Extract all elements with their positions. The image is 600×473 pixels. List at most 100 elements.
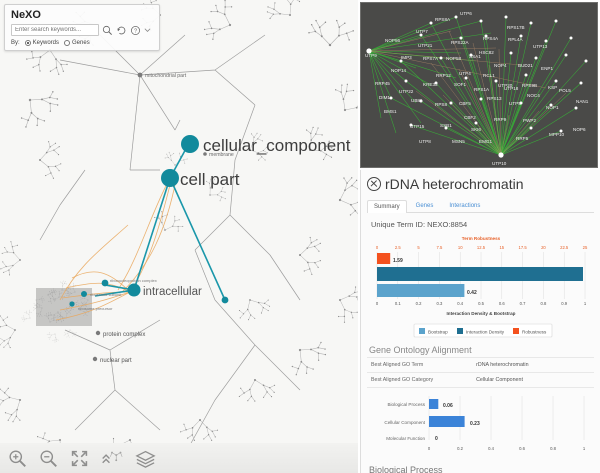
gene-interaction-network[interactable]: UTP9 RPS8A UTP6 UTP7 NOP56 UTP21 RPS22A … xyxy=(360,2,598,168)
svg-text:1: 1 xyxy=(583,446,586,451)
svg-text:RPS17B: RPS17B xyxy=(507,25,525,30)
term-detail-panel[interactable]: rDNA heterochromatin Summary Genes Inter… xyxy=(360,170,600,473)
zoom-in-icon[interactable] xyxy=(8,449,27,468)
svg-text:RRP12: RRP12 xyxy=(436,73,451,78)
robustness-chart: Term Robustness 0 2.5 5 7.5 10 12.5 15 1… xyxy=(367,233,594,339)
svg-text:0.2: 0.2 xyxy=(457,446,463,451)
svg-text:RPS22A: RPS22A xyxy=(451,40,470,45)
svg-text:RPS9B: RPS9B xyxy=(522,83,537,88)
svg-text:15: 15 xyxy=(499,245,504,250)
legend-bootstrap: Bootstrap xyxy=(428,330,448,335)
svg-text:NOC4: NOC4 xyxy=(527,93,540,98)
svg-text:0.5: 0.5 xyxy=(478,301,484,306)
collapse-icon[interactable] xyxy=(101,449,123,468)
top-axis-ticks: 0 2.5 5 7.5 10 12.5 15 17.5 20 22.5 25 xyxy=(376,245,588,250)
go-bar-biological-process xyxy=(429,399,439,409)
svg-text:ENP1: ENP1 xyxy=(541,66,553,71)
svg-text:RPL4A: RPL4A xyxy=(508,37,523,42)
svg-text:UTP6: UTP6 xyxy=(460,11,472,16)
layers-icon[interactable] xyxy=(135,449,156,468)
svg-text:EMG1: EMG1 xyxy=(479,139,492,144)
view-toolbar[interactable] xyxy=(0,443,358,473)
ontology-tree-canvas[interactable]: ribonucleoprotein complex ribosomal subu… xyxy=(0,0,358,473)
svg-text:CBF2: CBF2 xyxy=(464,115,476,120)
svg-text:7.5: 7.5 xyxy=(436,245,442,250)
close-icon[interactable] xyxy=(367,177,381,191)
radio-keywords-label: Keywords xyxy=(32,40,60,46)
biological-process-title: Biological Process xyxy=(369,465,443,473)
search-input[interactable] xyxy=(11,24,99,36)
tree-label-membrane: membrane xyxy=(209,152,234,158)
network-nodes[interactable] xyxy=(366,15,588,158)
svg-text:RPS8A: RPS8A xyxy=(435,17,451,22)
go-category-key: Best Aligned GO Category xyxy=(371,377,434,383)
svg-text:10: 10 xyxy=(458,245,463,250)
go-term-value: rDNA heterochromatin xyxy=(476,362,529,368)
tree-node-intracellular[interactable] xyxy=(127,283,141,297)
go-alignment-title: Gene Ontology Alignment xyxy=(369,345,472,355)
go-bar-value-0: 0.06 xyxy=(443,403,453,409)
help-icon[interactable]: ? xyxy=(130,25,141,36)
go-category-chart-svg: Biological Process 0.06 Cellular Compone… xyxy=(384,396,586,451)
chevron-down-icon[interactable] xyxy=(144,26,151,35)
svg-text:RCL1: RCL1 xyxy=(483,73,495,78)
tab-interactions[interactable]: Interactions xyxy=(449,203,481,209)
tree-node-nuclear-part[interactable] xyxy=(92,356,98,362)
cluster-highlight-nodes[interactable] xyxy=(69,279,229,307)
svg-text:NOP58: NOP58 xyxy=(446,56,462,61)
svg-text:UTP7: UTP7 xyxy=(416,29,428,34)
go-alignment-table: Best Aligned GO Term rDNA heterochromati… xyxy=(367,357,594,388)
radio-keywords[interactable] xyxy=(24,40,31,46)
go-category-value: Cellular Component xyxy=(476,377,523,383)
svg-text:POL5: POL5 xyxy=(559,88,571,93)
svg-text:NOP4: NOP4 xyxy=(494,63,507,68)
svg-text:NAN1: NAN1 xyxy=(576,99,589,104)
tree-node-cellular-component[interactable] xyxy=(181,135,199,153)
chart-legend: Bootstrap Interaction Density Robustness xyxy=(413,323,553,338)
svg-text:RPS4A: RPS4A xyxy=(483,36,499,41)
go-cat-label-1: Cellular Component xyxy=(384,420,425,425)
search-icon[interactable] xyxy=(102,25,113,36)
bar-interaction-density xyxy=(377,267,583,281)
tree-label-ribosome-precursor: ribosome precursor xyxy=(78,306,113,311)
svg-text:0.4: 0.4 xyxy=(457,301,463,306)
refresh-icon[interactable] xyxy=(116,25,127,36)
network-edges xyxy=(368,16,587,156)
svg-text:UTP4: UTP4 xyxy=(459,71,471,76)
detail-header: rDNA heterochromatin xyxy=(361,170,600,194)
detail-tabs[interactable]: Summary Genes Interactions xyxy=(367,199,594,213)
svg-text:UTP13: UTP13 xyxy=(533,44,548,49)
svg-text:BUD21: BUD21 xyxy=(518,63,533,68)
network-canvas[interactable]: UTP9 RPS8A UTP6 UTP7 NOP56 UTP21 RPS22A … xyxy=(361,3,598,168)
go-cat-label-0: Biological Process xyxy=(387,402,425,407)
zoom-out-icon[interactable] xyxy=(39,449,58,468)
dense-gene-cluster xyxy=(19,278,92,345)
svg-text:25: 25 xyxy=(583,245,588,250)
svg-text:RRP9: RRP9 xyxy=(494,117,507,122)
tree-node-cell-part[interactable] xyxy=(161,169,179,187)
svg-text:0.4: 0.4 xyxy=(488,446,494,451)
tree-node-mitochondrial-part[interactable] xyxy=(137,72,143,78)
svg-text:0: 0 xyxy=(376,301,379,306)
go-term-key: Best Aligned GO Term xyxy=(371,362,424,368)
tree-node-membrane[interactable] xyxy=(203,152,207,156)
svg-text:SSA1: SSA1 xyxy=(469,54,481,59)
tab-genes[interactable]: Genes xyxy=(415,203,434,209)
legend-robustness: Robustness xyxy=(522,330,547,335)
svg-text:UTP10: UTP10 xyxy=(492,161,507,166)
ontology-tree-panel[interactable]: ribonucleoprotein complex ribosomal subu… xyxy=(0,0,358,473)
svg-text:?: ? xyxy=(134,28,137,34)
go-bar-cellular-component xyxy=(429,416,465,427)
svg-text:KSP: KSP xyxy=(548,85,557,90)
tree-node-protein-complex[interactable] xyxy=(95,330,101,336)
tree-label-cell-part: cell part xyxy=(180,170,240,189)
svg-text:IMP3: IMP3 xyxy=(401,55,412,60)
radio-genes[interactable] xyxy=(64,40,71,46)
search-panel[interactable]: NeXO ? By: Keywords Genes xyxy=(4,4,160,51)
tree-label-protein-complex: protein complex xyxy=(103,332,145,338)
tree-label-intracellular: intracellular xyxy=(143,286,202,298)
tree-label-mitochondrial-part: mitochondrial part xyxy=(145,73,187,79)
fit-screen-icon[interactable] xyxy=(70,449,89,468)
svg-text:RPS13: RPS13 xyxy=(487,96,502,101)
tab-summary[interactable]: Summary xyxy=(367,200,407,213)
